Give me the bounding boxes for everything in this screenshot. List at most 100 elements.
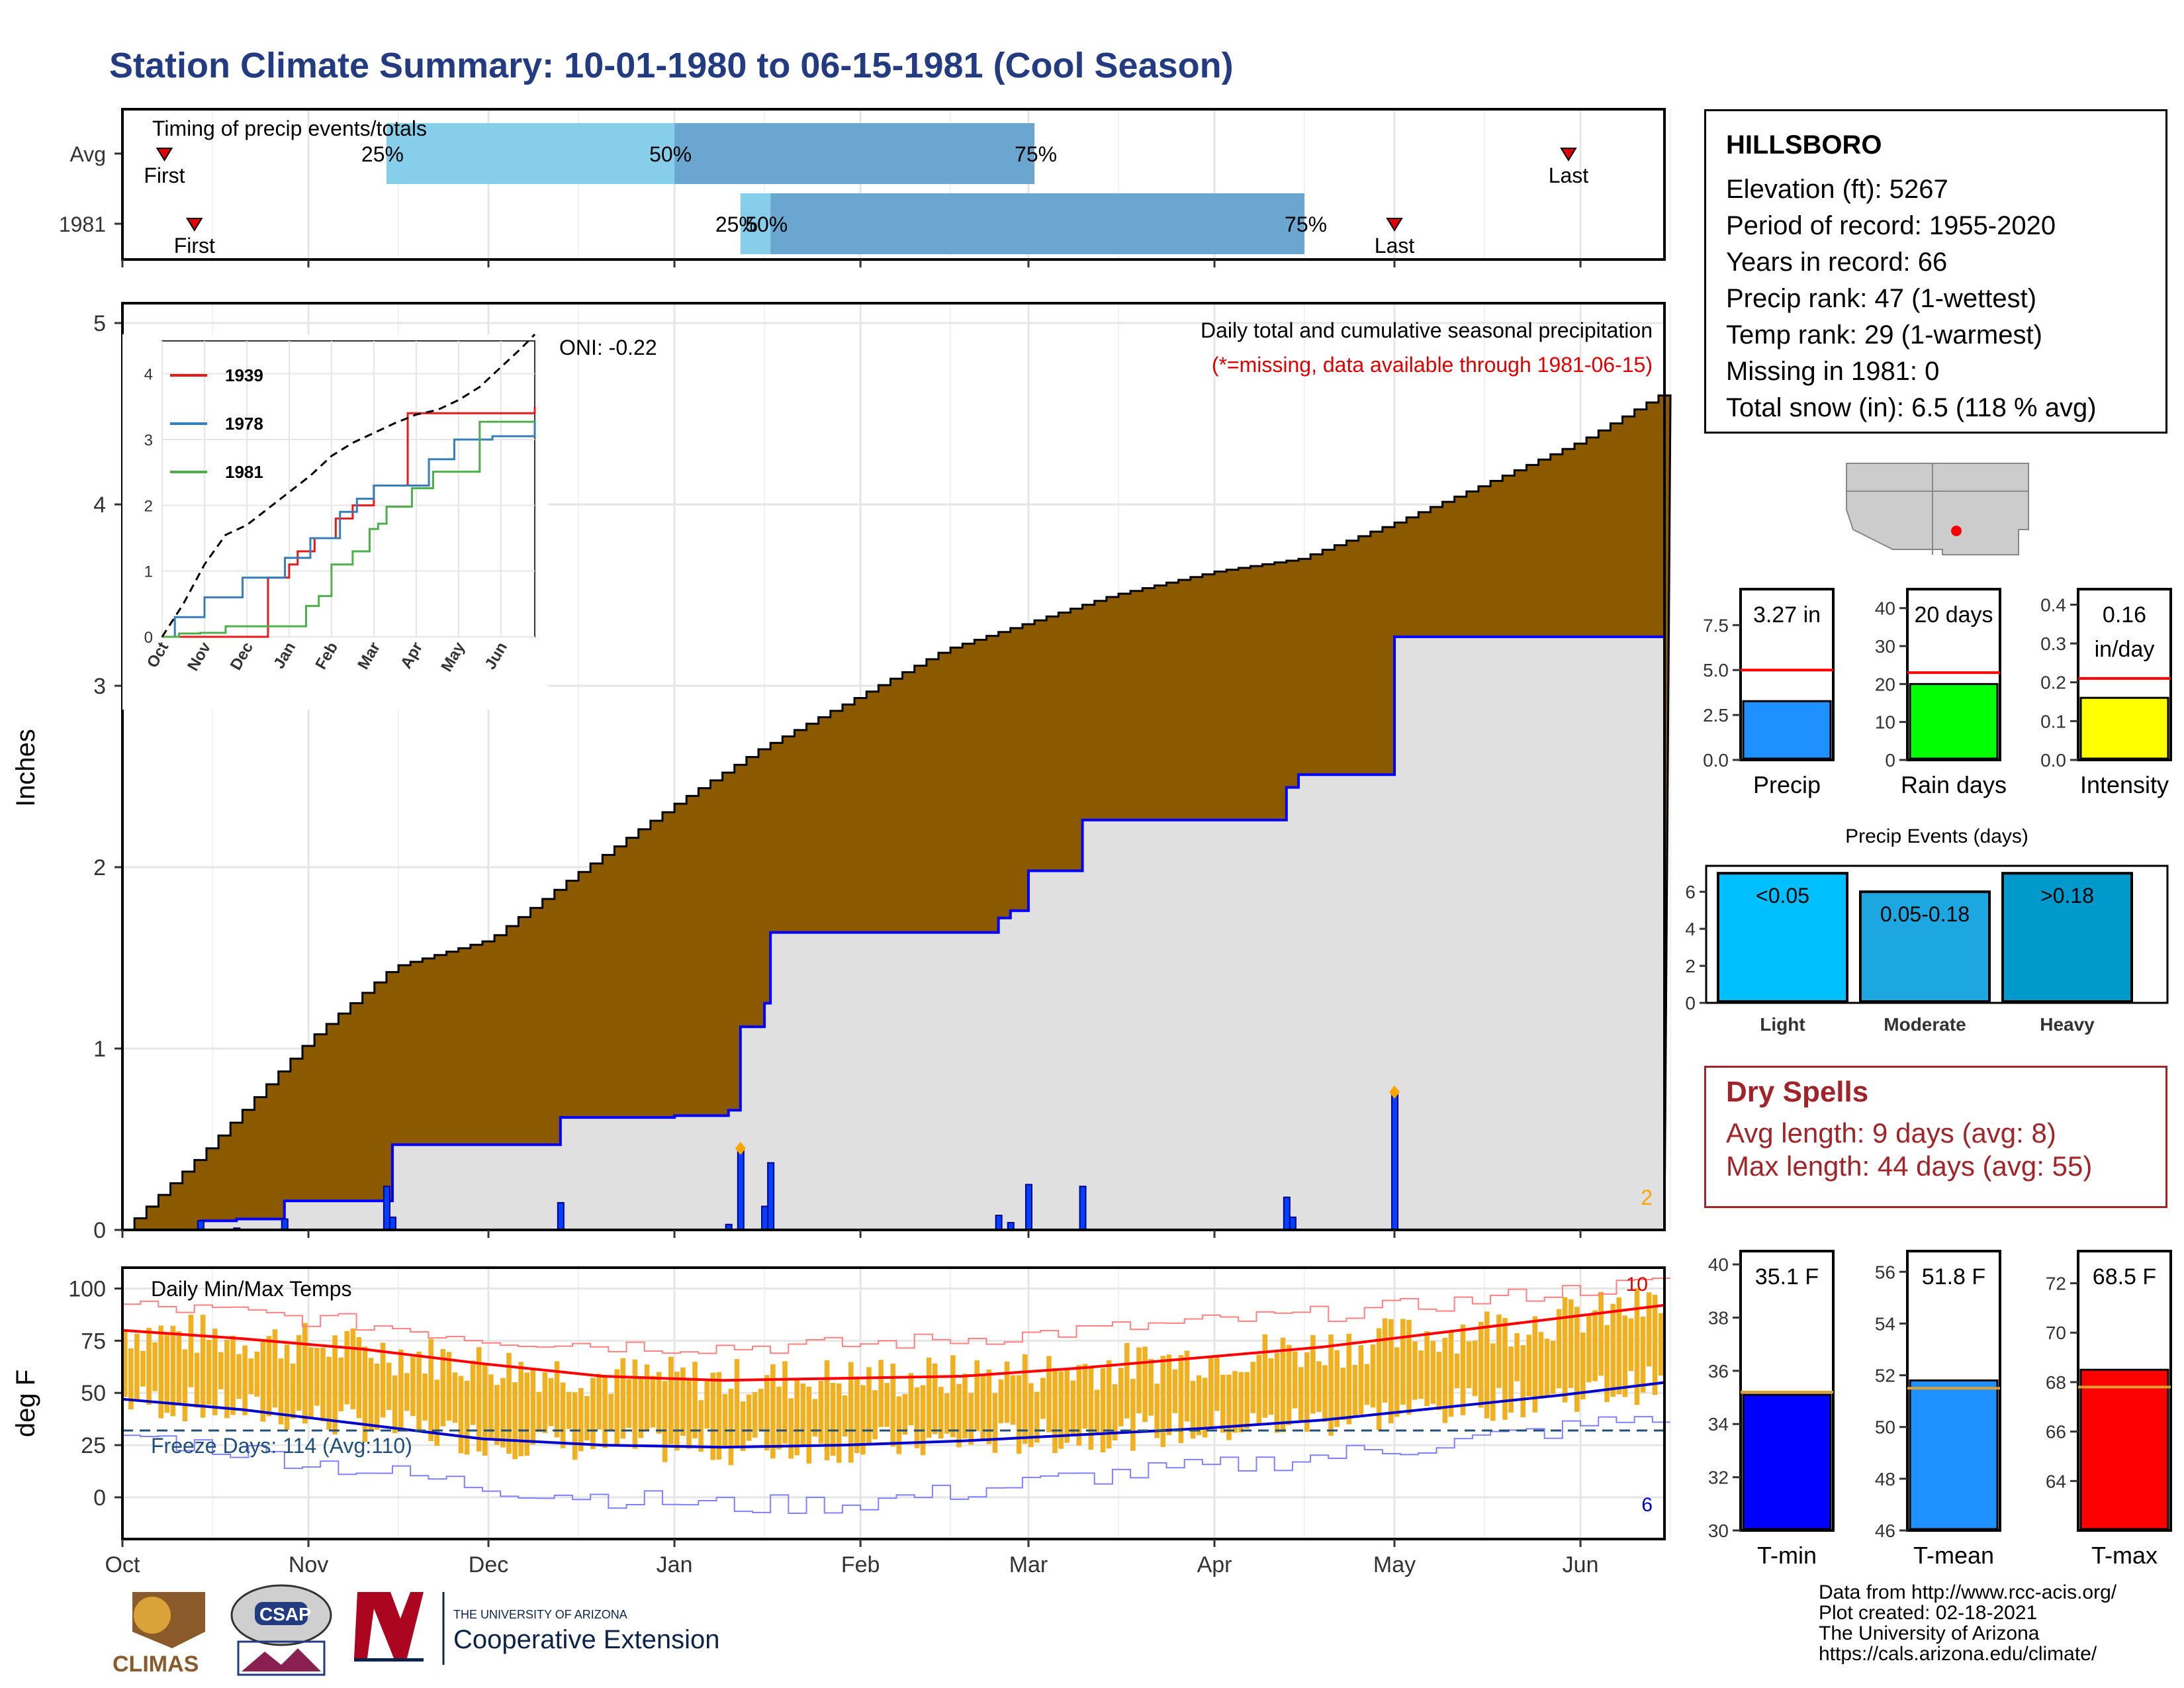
- daily-temp-bar: [626, 1379, 632, 1429]
- daily-temp-bar: [686, 1379, 692, 1449]
- daily-temp-bar: [1562, 1297, 1568, 1403]
- gauge-tick-label: 50: [1875, 1417, 1895, 1438]
- daily-temp-bar: [662, 1381, 668, 1462]
- x-tick-label: Jan: [657, 1552, 693, 1577]
- daily-temp-bar: [944, 1393, 950, 1434]
- daily-temp-bar: [716, 1372, 722, 1460]
- inset-series-line: [162, 420, 535, 638]
- daily-temp-bar: [650, 1376, 656, 1428]
- timing-marker: [156, 148, 173, 162]
- daily-precip-bar: [1024, 1184, 1032, 1231]
- daily-temp-bar: [272, 1329, 278, 1408]
- gauge-tick-label: 32: [1708, 1468, 1729, 1488]
- daily-temp-bar: [1094, 1389, 1100, 1435]
- timing-title: Timing of precip events/totals: [152, 117, 427, 140]
- daily-temp-bar: [668, 1356, 674, 1444]
- daily-temp-bar: [440, 1348, 446, 1427]
- daily-temp-bar: [1508, 1346, 1514, 1413]
- daily-temp-bar: [1490, 1343, 1496, 1421]
- daily-temp-bar: [818, 1380, 824, 1444]
- daily-temp-bar: [1478, 1321, 1484, 1408]
- daily-temp-bar: [1034, 1391, 1040, 1443]
- daily-temp-bar: [872, 1390, 878, 1440]
- daily-temp-bar: [1364, 1364, 1370, 1405]
- daily-temp-bar: [296, 1335, 302, 1411]
- daily-temp-bar: [518, 1362, 523, 1456]
- daily-temp-bar: [1178, 1355, 1184, 1443]
- daily-temp-bar: [788, 1398, 794, 1459]
- daily-temp-bar: [1346, 1333, 1352, 1425]
- daily-temp-bar: [398, 1349, 404, 1431]
- inset-series-line: [162, 420, 536, 638]
- daily-temp-bar: [1616, 1297, 1622, 1395]
- daily-temp-bar: [740, 1401, 746, 1452]
- events-tick-label: 4: [1685, 919, 1696, 939]
- daily-temp-bar: [986, 1369, 992, 1444]
- daily-temp-bar: [230, 1335, 236, 1415]
- events-tick-label: 2: [1685, 956, 1696, 976]
- timing-marker: [1386, 218, 1403, 232]
- gauge-tick-label: 38: [1708, 1307, 1729, 1328]
- daily-temp-bar: [1436, 1352, 1442, 1411]
- gauge-tick-label: 0.1: [2040, 711, 2066, 731]
- daily-temp-bar: [1202, 1378, 1208, 1438]
- daily-temp-bar: [1604, 1325, 1610, 1403]
- daily-temp-bar: [278, 1358, 284, 1425]
- x-tick-label: Nov: [289, 1552, 328, 1577]
- temp-frame: [121, 1266, 1666, 1540]
- daily-temp-bar: [1526, 1335, 1532, 1397]
- y-tick-label: 25: [81, 1433, 106, 1458]
- climas-text: CLIMAS: [113, 1652, 199, 1677]
- daily-temp-bar: [992, 1393, 998, 1453]
- gauge-tick-label: 68: [2046, 1372, 2066, 1393]
- inset-frame: [161, 340, 535, 637]
- daily-temp-bar: [878, 1360, 884, 1427]
- gauge-tick-label: 0.0: [1703, 750, 1729, 771]
- daily-temp-bar: [374, 1363, 380, 1430]
- events-bar: [1717, 872, 1848, 1004]
- y-tick-label: 0: [93, 1218, 106, 1243]
- precip-frame: [121, 302, 1666, 1231]
- daily-temp-bar: [470, 1360, 476, 1425]
- daily-temp-bar: [752, 1392, 758, 1438]
- daily-temp-bar: [122, 1331, 128, 1397]
- daily-precip-bar: [995, 1215, 1003, 1231]
- daily-temp-bar: [1340, 1368, 1345, 1421]
- daily-temp-bar: [152, 1342, 158, 1391]
- events-category-label: Light: [1760, 1014, 1805, 1035]
- daily-temp-bar: [770, 1364, 776, 1459]
- daily-temp-bar: [206, 1340, 212, 1405]
- daily-temp-bar: [1628, 1318, 1634, 1372]
- daily-temp-bar: [128, 1348, 134, 1410]
- precip-title: Daily total and cumulative seasonal prec…: [1201, 318, 1653, 342]
- daily-temp-bar: [608, 1393, 614, 1430]
- daily-temp-bar: [758, 1388, 764, 1432]
- inset-y-label: 1: [144, 563, 153, 581]
- daily-temp-bar: [1502, 1318, 1508, 1420]
- gauge-value-label: 35.1 F: [1755, 1264, 1819, 1289]
- daily-temp-bar: [1088, 1368, 1094, 1450]
- gauge-tick-label: 10: [1875, 712, 1895, 733]
- daily-temp-bar: [368, 1358, 374, 1430]
- daily-temp-bar: [674, 1372, 680, 1451]
- gauge-bar: [1909, 1379, 1999, 1530]
- daily-temp-bar: [1610, 1303, 1615, 1397]
- dry-spells-max: Max length: 44 days (avg: 55): [1726, 1150, 2093, 1182]
- gauge-value-label: 0.16: [2103, 602, 2146, 628]
- daily-temp-bar: [1466, 1341, 1472, 1389]
- gauge-value-label: 68.5 F: [2093, 1264, 2156, 1289]
- daily-temp-bar: [1196, 1375, 1202, 1436]
- daily-temp-bar: [1382, 1318, 1388, 1403]
- daily-temp-bar: [260, 1341, 266, 1422]
- gauge-tick-label: 48: [1875, 1469, 1895, 1489]
- x-tick-label: Feb: [841, 1552, 880, 1577]
- timing-frame: [121, 108, 1666, 261]
- daily-temp-bar: [1040, 1378, 1046, 1419]
- events-category-label: Heavy: [2040, 1014, 2095, 1035]
- daily-temp-bar: [446, 1352, 452, 1421]
- daily-temp-bar: [1454, 1353, 1460, 1389]
- gauge-value-label: 20 days: [1914, 602, 1993, 628]
- daily-temp-bar: [212, 1329, 218, 1415]
- gauge-bar: [1909, 682, 1999, 760]
- daily-temp-bar: [158, 1325, 163, 1419]
